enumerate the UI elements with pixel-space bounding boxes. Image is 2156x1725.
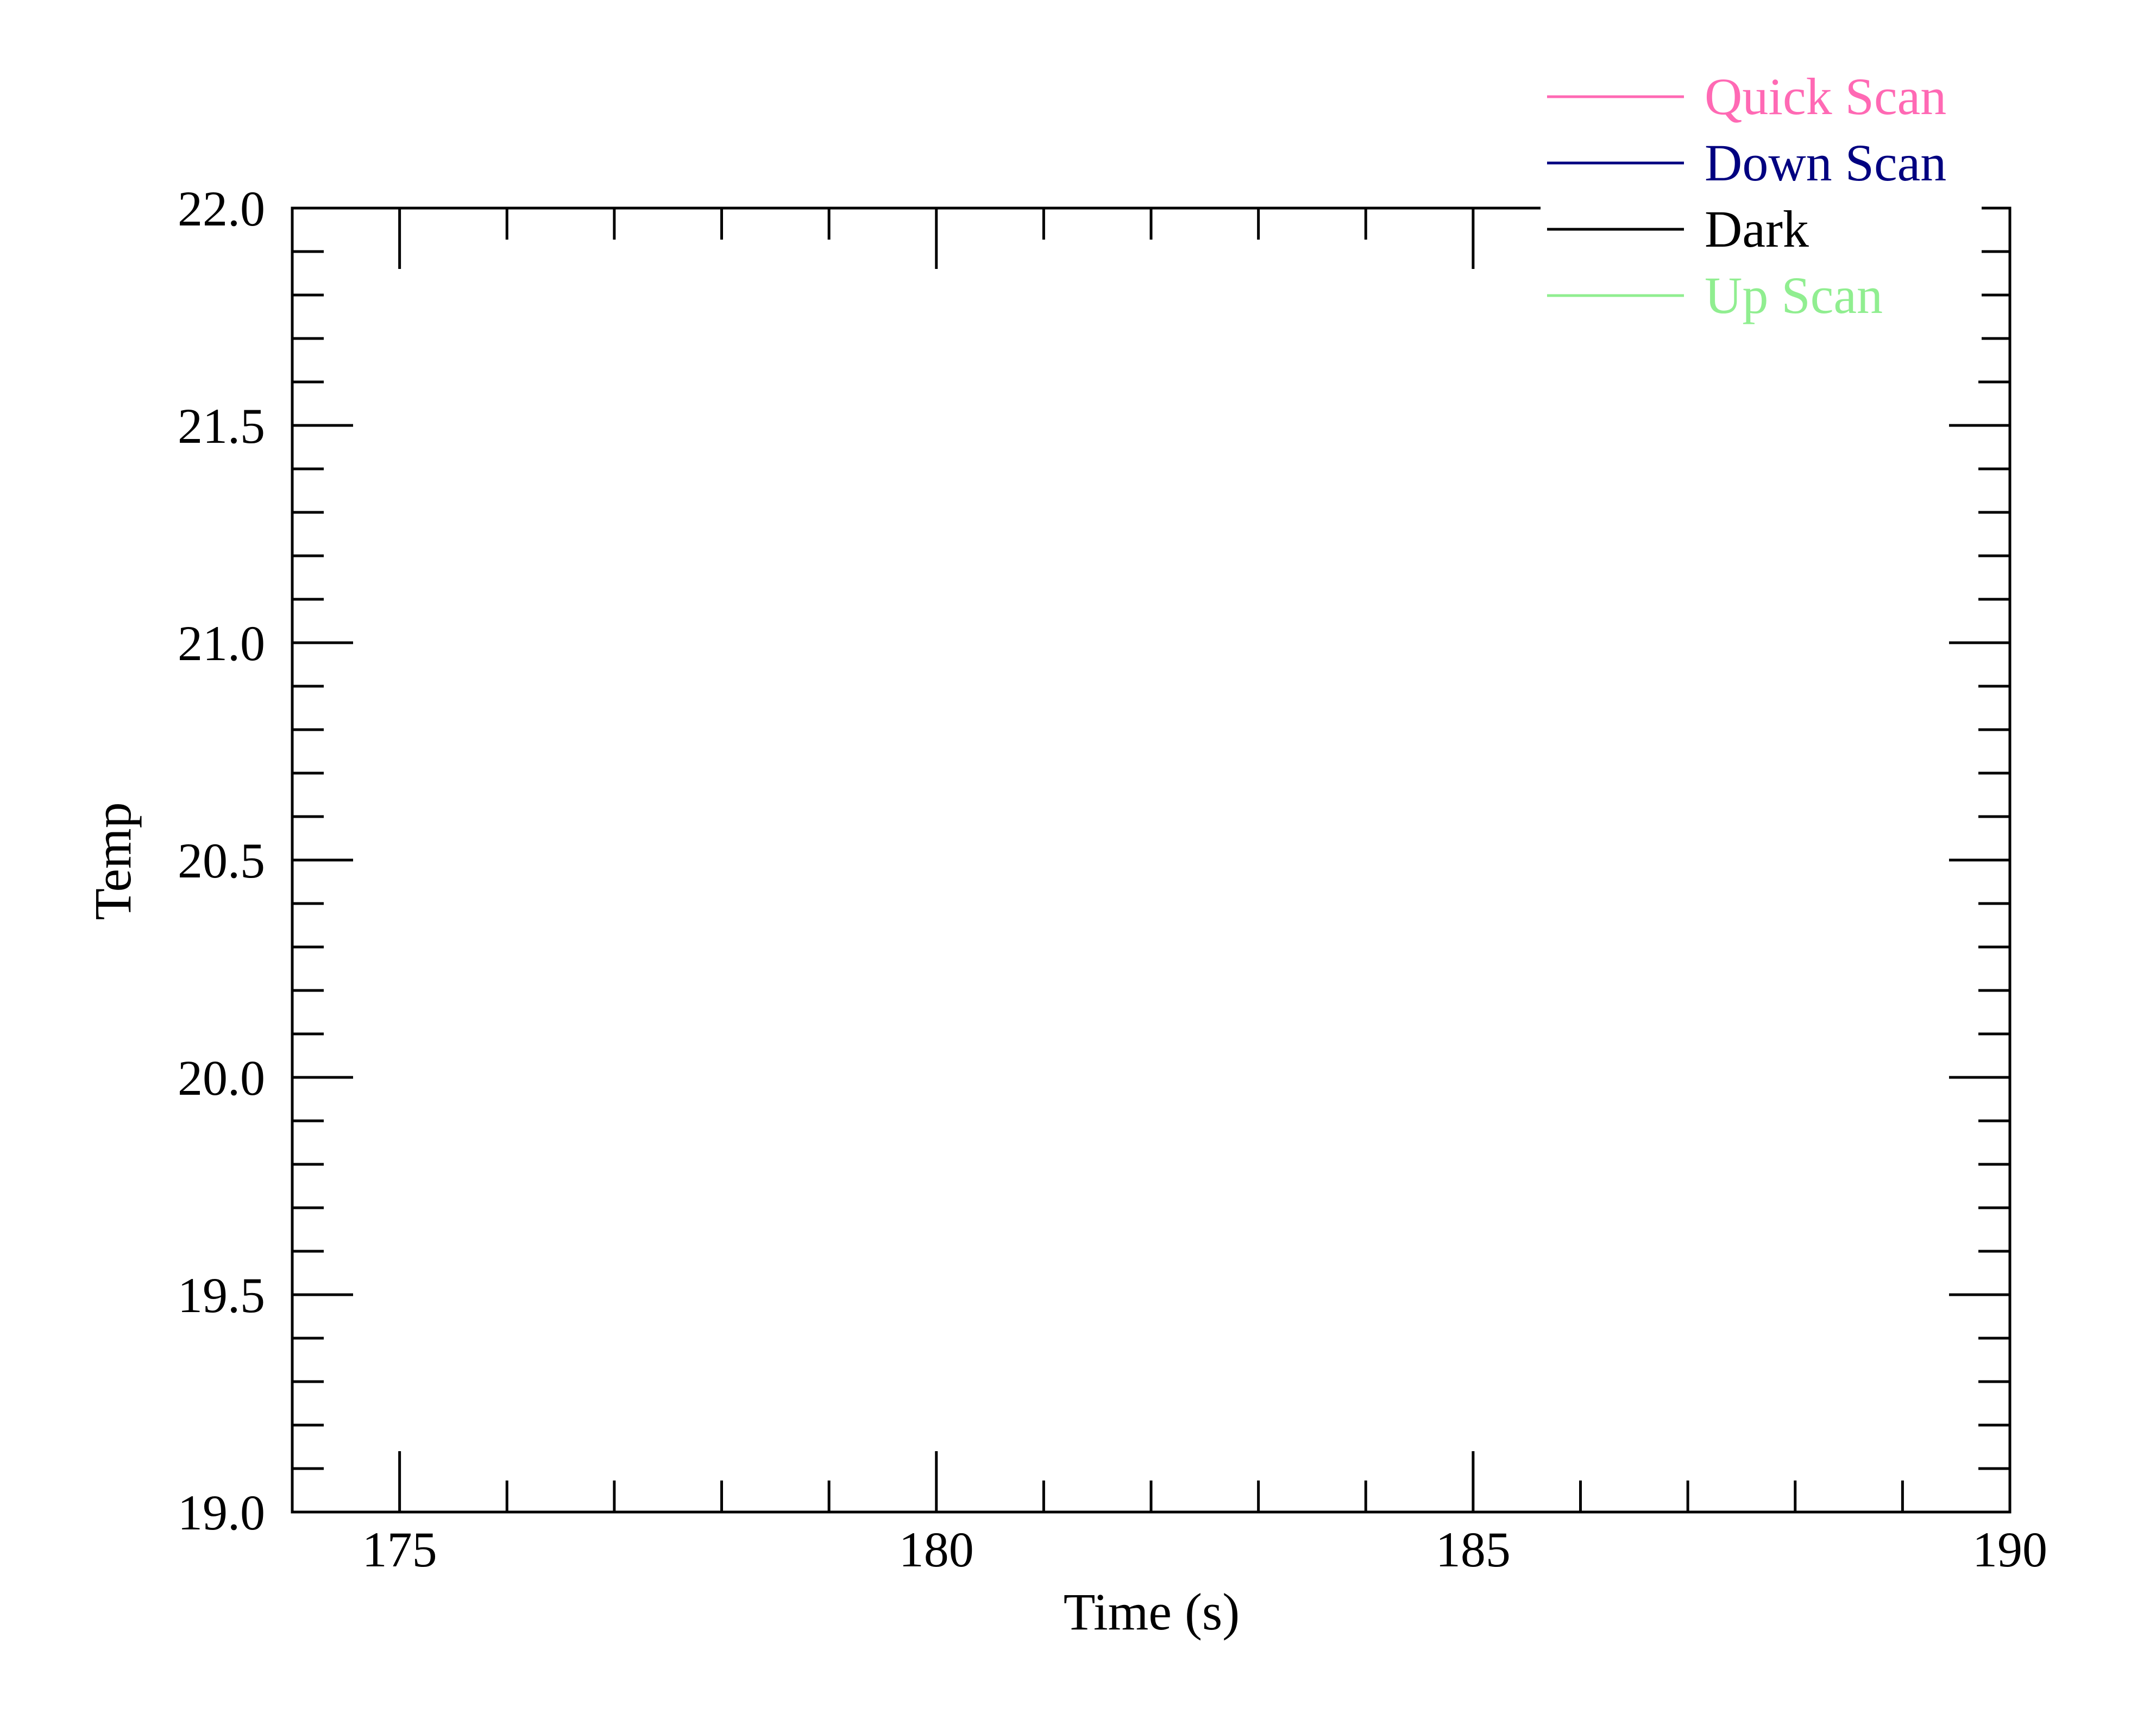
x-tick-label: 190 <box>1972 1522 2047 1577</box>
legend-label: Up Scan <box>1705 266 1883 324</box>
y-tick-label: 19.0 <box>178 1485 265 1540</box>
y-tick-label: 21.5 <box>178 398 265 454</box>
minor-ticks <box>291 208 2010 1512</box>
x-axis-label: Time (s) <box>1064 1583 1240 1641</box>
legend-label: Down Scan <box>1705 134 1946 192</box>
x-tick-label: 175 <box>362 1522 437 1577</box>
legend: Quick Scan Down Scan Dark Up Scan <box>1541 54 2012 1512</box>
y-tick-label: 19.5 <box>178 1268 265 1323</box>
y-axis-label: Temp <box>84 802 142 920</box>
y-tick-label: 22.0 <box>178 181 265 236</box>
y-tick-label: 21.0 <box>178 616 265 671</box>
major-ticks <box>292 206 2012 1514</box>
legend-label: Dark <box>1705 200 1809 258</box>
y-tick-label: 20.0 <box>178 1050 265 1106</box>
tick-labels: 175 180 185 190 19.0 19.5 20.0 20.5 21.0 21.5 22.0 <box>178 181 2047 1577</box>
x-tick-label: 185 <box>1436 1522 1511 1577</box>
y-tick-label: 20.5 <box>178 833 265 888</box>
x-tick-label: 180 <box>899 1522 974 1577</box>
legend-background <box>1541 54 1982 359</box>
legend-label: Quick Scan <box>1705 67 1946 126</box>
